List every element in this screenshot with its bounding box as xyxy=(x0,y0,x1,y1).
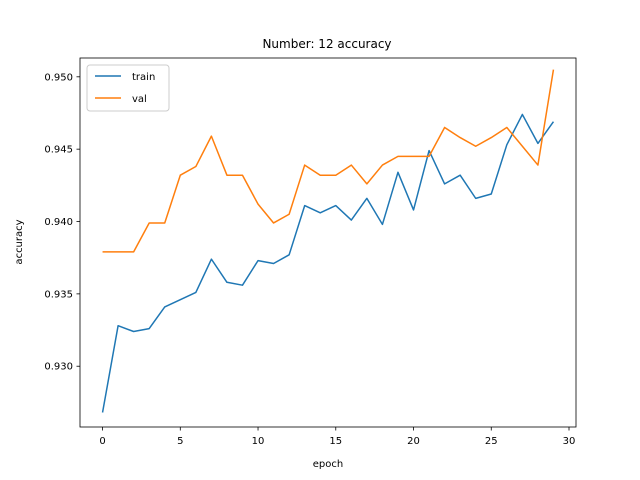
x-tick-label: 5 xyxy=(177,436,183,447)
legend: train val xyxy=(86,64,170,112)
x-axis-label: epoch xyxy=(313,459,343,470)
series-line-train xyxy=(101,113,555,413)
legend-label-val: val xyxy=(132,94,147,105)
x-tick-label: 20 xyxy=(407,436,420,447)
legend-label-train: train xyxy=(132,72,155,83)
y-tick-label: 0.930 xyxy=(44,362,73,373)
series-lines xyxy=(101,69,555,413)
x-axis: 0 5 10 15 20 25 30 xyxy=(99,427,575,447)
x-tick-label: 15 xyxy=(329,436,342,447)
y-tick-label: 0.935 xyxy=(44,289,73,300)
x-tick-label: 30 xyxy=(563,436,576,447)
legend-box xyxy=(86,64,170,112)
y-tick-label: 0.950 xyxy=(44,72,73,83)
plot-frame xyxy=(79,57,577,428)
x-tick-label: 10 xyxy=(252,436,265,447)
series-line-val xyxy=(102,69,555,253)
y-axis-label: accuracy xyxy=(14,219,25,264)
y-tick-label: 0.945 xyxy=(44,145,73,156)
x-tick-label: 25 xyxy=(485,436,498,447)
chart-title: Number: 12 accuracy xyxy=(262,37,391,51)
x-tick-label: 0 xyxy=(99,436,105,447)
y-tick-label: 0.940 xyxy=(44,217,73,228)
y-axis: 0.930 0.935 0.940 0.945 0.950 xyxy=(44,72,80,373)
